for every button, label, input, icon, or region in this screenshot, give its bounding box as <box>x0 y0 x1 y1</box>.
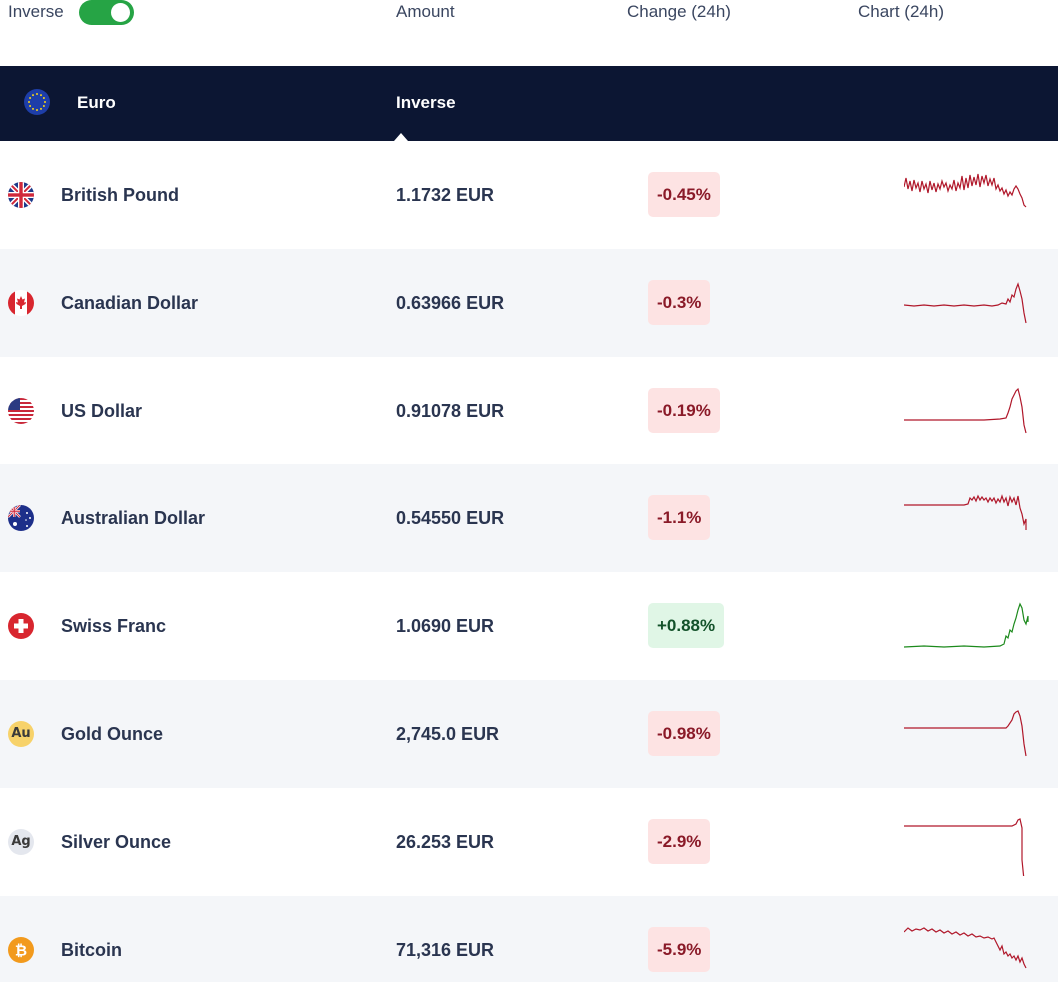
table-row[interactable]: Au Gold Ounce 2,745.0 EUR -0.98% <box>0 680 1058 788</box>
currency-name: US Dollar <box>61 401 143 421</box>
change-badge: -5.9% <box>648 927 711 972</box>
table-row[interactable]: ₿ Bitcoin 71,316 EUR -5.9% <box>0 896 1058 982</box>
currency-name: Silver Ounce <box>61 832 172 852</box>
currency-amount: 0.91078 EUR <box>396 401 505 421</box>
gold-icon: Au <box>8 721 34 747</box>
silver-icon: Ag <box>8 829 34 855</box>
table-row[interactable]: US Dollar 0.91078 EUR -0.19% <box>0 357 1058 465</box>
table-header: Inverse Amount Change (24h) Chart (24h) <box>0 0 1058 66</box>
currency-amount: 1.0690 EUR <box>396 616 495 636</box>
change-badge: -2.9% <box>648 819 711 864</box>
toggle-knob <box>111 3 130 22</box>
ch-flag-icon <box>8 613 34 639</box>
currency-amount: 2,745.0 EUR <box>396 724 500 744</box>
sparkline-chart <box>904 494 1027 530</box>
sparkline-chart <box>904 818 1025 876</box>
sparkline-chart <box>904 173 1027 208</box>
caret-up-icon <box>394 133 408 141</box>
currency-amount: 26.253 EUR <box>396 832 495 852</box>
sparkline-chart <box>904 387 1027 434</box>
base-currency-name: Euro <box>77 93 116 112</box>
us-flag-icon <box>8 398 34 424</box>
sparkline-chart <box>904 710 1027 757</box>
currency-name: Gold Ounce <box>61 724 164 744</box>
change-badge: -0.98% <box>648 711 720 756</box>
currency-name: Canadian Dollar <box>61 293 199 313</box>
currency-amount: 0.63966 EUR <box>396 293 505 313</box>
change-badge: -1.1% <box>648 495 711 540</box>
inverse-label: Inverse <box>8 2 64 21</box>
currency-amount: 71,316 EUR <box>396 940 495 960</box>
change-badge: +0.88% <box>648 603 725 648</box>
au-flag-icon <box>8 505 34 531</box>
table-row[interactable]: Australian Dollar 0.54550 EUR -1.1% <box>0 464 1058 572</box>
currency-name: Bitcoin <box>61 940 122 960</box>
change-badge: -0.3% <box>648 280 711 325</box>
sparkline-chart <box>904 282 1027 324</box>
currency-amount: 0.54550 EUR <box>396 508 505 528</box>
table-row[interactable]: Canadian Dollar 0.63966 EUR -0.3% <box>0 249 1058 357</box>
inverse-toggle[interactable] <box>79 0 134 25</box>
gb-flag-icon <box>8 182 34 208</box>
eu-flag-icon <box>24 89 50 115</box>
currency-name: Australian Dollar <box>61 508 206 528</box>
sparkline-chart <box>904 927 1027 969</box>
change-badge: -0.19% <box>648 388 720 433</box>
sparkline-chart <box>904 602 1029 648</box>
column-header-change: Change (24h) <box>627 2 731 21</box>
table-row[interactable]: British Pound 1.1732 EUR -0.45% <box>0 141 1058 249</box>
currency-amount: 1.1732 EUR <box>396 185 495 205</box>
table-row[interactable]: Swiss Franc 1.0690 EUR +0.88% <box>0 572 1058 680</box>
currency-name: British Pound <box>61 185 179 205</box>
ca-flag-icon <box>8 290 34 316</box>
change-badge: -0.45% <box>648 172 720 217</box>
bitcoin-icon: ₿ <box>8 937 34 963</box>
base-currency-row[interactable]: Euro Inverse <box>0 66 1058 141</box>
currency-name: Swiss Franc <box>61 616 167 636</box>
base-amount-label: Inverse <box>396 93 456 112</box>
svg-text:₿: ₿ <box>15 942 27 960</box>
column-header-chart: Chart (24h) <box>858 2 944 21</box>
column-header-amount: Amount <box>396 2 455 21</box>
table-row[interactable]: Ag Silver Ounce 26.253 EUR -2.9% <box>0 788 1058 896</box>
